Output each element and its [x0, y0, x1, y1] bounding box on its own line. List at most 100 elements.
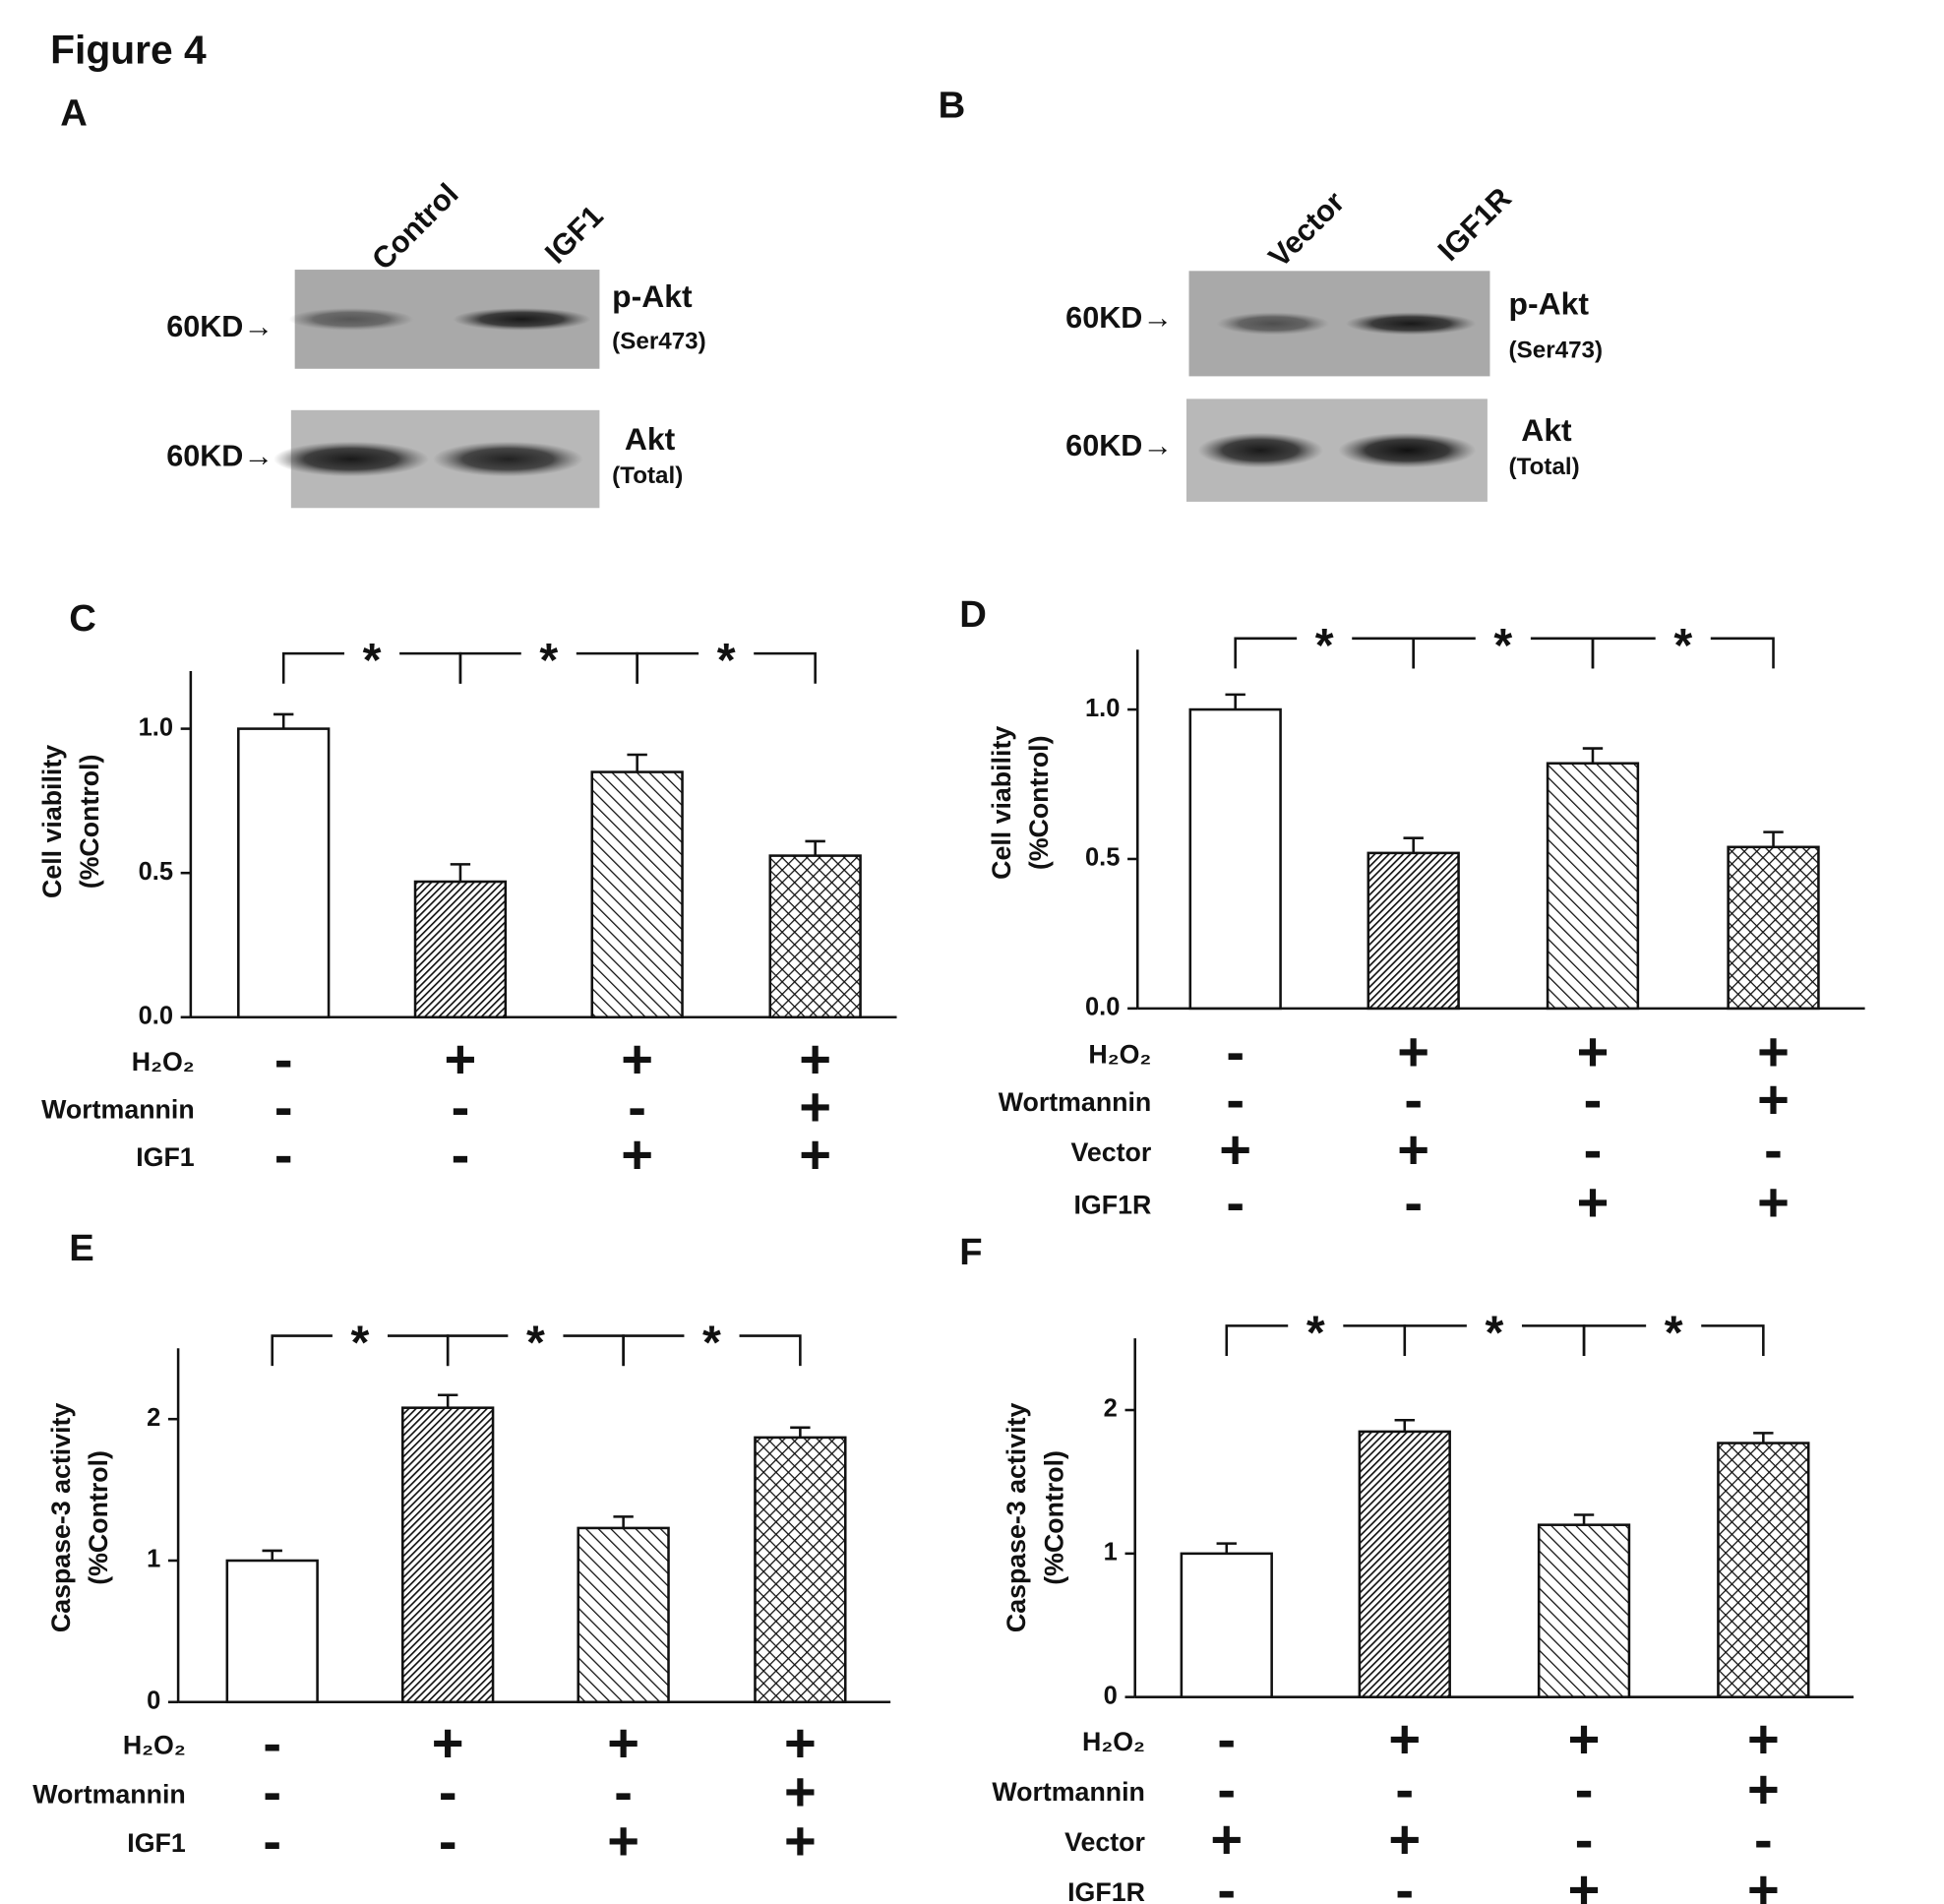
- condition-label: H₂O₂: [132, 1047, 195, 1076]
- condition-sign: -: [1764, 1119, 1783, 1181]
- y-tick-label: 0: [1104, 1682, 1118, 1709]
- significance-label: *: [717, 634, 736, 687]
- condition-sign: -: [263, 1760, 281, 1822]
- condition-sign: -: [452, 1075, 470, 1137]
- marker-label: 60KD→: [1065, 429, 1173, 462]
- condition-sign: -: [1217, 1758, 1236, 1820]
- lane-label: Vector: [1262, 185, 1351, 274]
- significance-bracket: [622, 1334, 802, 1367]
- y-axis-label: (%Control): [1039, 1450, 1068, 1585]
- band-sublabel: (Ser473): [1509, 337, 1604, 363]
- y-axis-label: (%Control): [75, 755, 104, 890]
- condition-sign: +: [1747, 1708, 1780, 1770]
- significance-label: *: [363, 634, 382, 687]
- condition-label: Vector: [1064, 1827, 1145, 1857]
- band-sublabel: (Total): [612, 462, 683, 489]
- bar: [225, 1559, 319, 1704]
- y-axis-label: (%Control): [1024, 735, 1054, 870]
- condition-label: IGF1R: [1067, 1877, 1145, 1904]
- condition-sign: -: [1226, 1069, 1245, 1131]
- condition-sign: -: [452, 1124, 470, 1186]
- condition-sign: +: [607, 1810, 639, 1872]
- bar: [1358, 1430, 1451, 1698]
- y-axis-label: Cell viability: [37, 745, 67, 898]
- condition-sign: -: [1217, 1859, 1236, 1904]
- lane-label: Control: [366, 177, 465, 276]
- panel-label: D: [959, 593, 987, 636]
- condition-sign: -: [1584, 1119, 1603, 1181]
- bar: [1367, 851, 1460, 1011]
- band-sublabel: (Total): [1509, 454, 1580, 480]
- condition-sign: -: [263, 1711, 281, 1773]
- marker-label: 60KD→: [166, 439, 273, 472]
- condition-sign: -: [1754, 1809, 1773, 1871]
- condition-sign: +: [784, 1711, 817, 1773]
- bar: [237, 727, 331, 1019]
- bar: [577, 1526, 670, 1704]
- bar: [413, 880, 508, 1019]
- condition-sign: -: [1395, 1859, 1414, 1904]
- band-label: Akt: [1521, 412, 1572, 448]
- bar: [768, 854, 862, 1019]
- y-axis-label: Cell viability: [987, 726, 1016, 880]
- condition-sign: -: [1226, 1020, 1245, 1082]
- condition-sign: -: [1217, 1708, 1236, 1770]
- figure-title: Figure 4: [50, 27, 207, 72]
- condition-sign: +: [1219, 1119, 1251, 1181]
- condition-sign: -: [1404, 1171, 1423, 1233]
- condition-sign: -: [1226, 1171, 1245, 1233]
- bar: [754, 1436, 847, 1704]
- significance-bracket: [636, 651, 817, 684]
- condition-sign: -: [439, 1760, 457, 1822]
- condition-sign: +: [1757, 1020, 1790, 1082]
- significance-label: *: [1673, 619, 1692, 672]
- band-label: Akt: [625, 421, 676, 457]
- panel-label: F: [959, 1231, 982, 1273]
- blot-band: [1345, 312, 1477, 336]
- significance-label: *: [526, 1317, 545, 1370]
- condition-sign: +: [799, 1028, 831, 1090]
- lane-label: IGF1: [539, 199, 610, 270]
- condition-sign: -: [614, 1760, 633, 1822]
- condition-label: Wortmannin: [41, 1094, 195, 1124]
- condition-sign: +: [784, 1810, 817, 1872]
- condition-sign: +: [1757, 1171, 1790, 1233]
- band-label: p-Akt: [612, 278, 693, 314]
- panel-label: C: [69, 597, 96, 640]
- condition-sign: +: [445, 1028, 477, 1090]
- significance-label: *: [539, 634, 558, 687]
- significance-label: *: [702, 1317, 721, 1370]
- condition-sign: +: [1210, 1809, 1243, 1871]
- bar: [1546, 762, 1640, 1011]
- blot-band: [1338, 432, 1477, 468]
- y-tick-label: 2: [147, 1404, 160, 1432]
- condition-sign: +: [1397, 1020, 1429, 1082]
- marker-label: 60KD→: [166, 310, 273, 343]
- y-tick-label: 1.0: [1085, 695, 1120, 722]
- y-axis-label: (%Control): [84, 1450, 113, 1585]
- condition-label: Wortmannin: [999, 1087, 1152, 1117]
- y-axis-label: Caspase-3 activity: [1002, 1403, 1031, 1633]
- condition-sign: +: [1388, 1809, 1421, 1871]
- bar: [1717, 1442, 1810, 1698]
- significance-label: *: [1493, 619, 1512, 672]
- significance-bracket: [1591, 637, 1775, 669]
- y-tick-label: 2: [1104, 1395, 1118, 1423]
- condition-label: IGF1: [136, 1142, 195, 1172]
- blot-band: [273, 441, 430, 477]
- significance-bracket: [1582, 1324, 1765, 1356]
- condition-sign: +: [1577, 1020, 1610, 1082]
- condition-label: Wortmannin: [32, 1779, 186, 1809]
- condition-sign: +: [784, 1760, 817, 1822]
- y-tick-label: 0: [147, 1688, 160, 1715]
- blot-band: [288, 307, 414, 331]
- condition-label: H₂O₂: [123, 1731, 186, 1760]
- condition-sign: +: [1577, 1171, 1610, 1233]
- panel-label: E: [69, 1227, 94, 1269]
- bar: [1188, 707, 1282, 1011]
- y-tick-label: 0.5: [139, 858, 173, 886]
- y-tick-label: 1: [1104, 1539, 1118, 1566]
- condition-sign: -: [274, 1124, 293, 1186]
- condition-sign: +: [1568, 1859, 1601, 1904]
